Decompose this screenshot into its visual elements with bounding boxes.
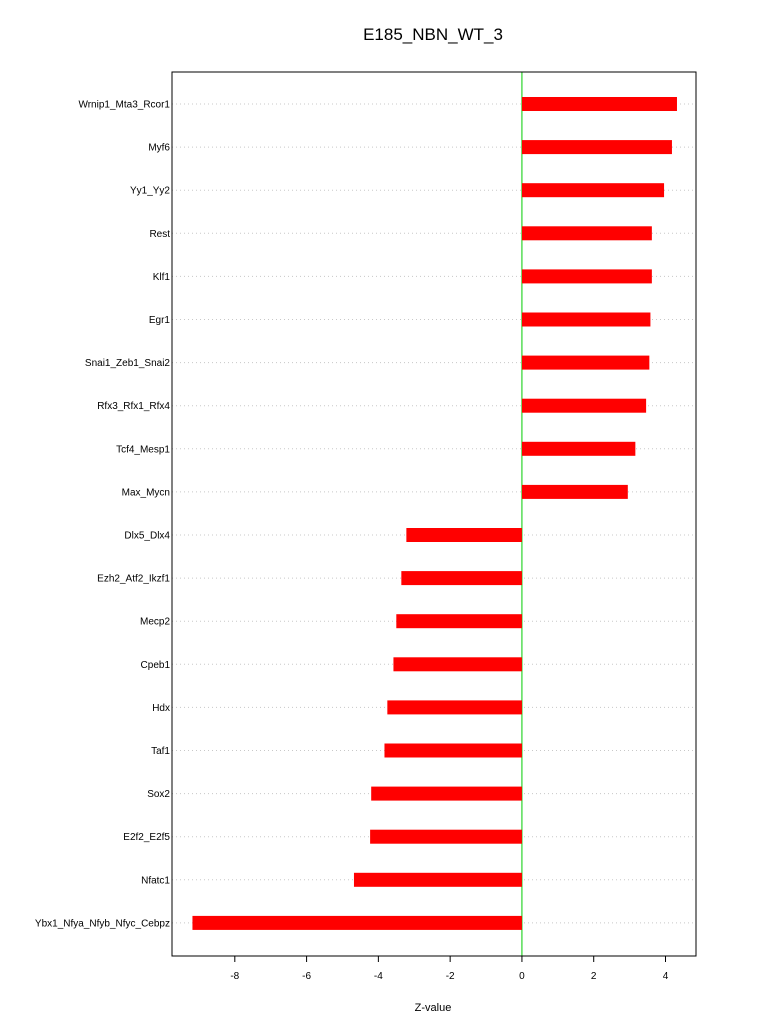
category-label: Egr1 [149,315,171,326]
x-tick-label: 4 [663,971,669,982]
bar-Ybx1_Nfya_Nfyb_Nfyc_Cebpz [192,915,522,930]
bar-Myf6 [521,140,672,155]
x-axis: -8 -6 -4 -2 0 2 4 [230,956,669,982]
bar-Nfatc1 [353,872,522,887]
bar-Hdx [387,700,522,715]
x-tick-label: -6 [302,971,311,982]
bar-Dlx5_Dlx4 [406,528,522,542]
chart-title: E185_NBN_WT_3 [363,25,503,44]
bar-Max_Mycn [521,484,628,499]
category-label: Rfx3_Rfx1_Rfx4 [97,401,170,412]
bar-Yy1_Yy2 [521,183,665,198]
plot-frame [171,71,697,957]
category-label: Myf6 [148,143,170,154]
category-label: Sox2 [147,789,170,800]
bar-Klf1 [521,269,652,284]
x-tick-label: 0 [519,971,525,982]
bar-Cpeb1 [393,657,522,672]
category-label: Taf1 [151,746,170,757]
bar-Mecp2 [396,614,522,629]
bar-Wrnip1_Mta3_Rcor1 [521,97,677,111]
category-label: Yy1_Yy2 [130,186,170,197]
category-label: Dlx5_Dlx4 [124,531,170,542]
category-labels: Wrnip1_Mta3_Rcor1 Myf6 Yy1_Yy2 Rest Klf1 Egr1… [35,100,171,930]
category-label: Nfatc1 [141,875,170,886]
category-label: Hdx [152,703,170,714]
bars [192,97,677,930]
x-tick-label: 2 [591,971,597,982]
bar-Egr1 [521,312,651,327]
category-label: Cpeb1 [141,660,171,671]
bar-E2f2_E2f5 [370,829,522,844]
bar-Snai1_Zeb1_Snai2 [521,355,650,370]
bar-Rest [521,226,652,241]
x-tick-label: -4 [374,971,383,982]
category-label: Wrnip1_Mta3_Rcor1 [78,100,170,111]
category-label: Tcf4_Mesp1 [116,444,170,455]
x-axis-label: Z-value [415,1002,452,1014]
category-label: Mecp2 [140,617,170,628]
category-label: E2f2_E2f5 [123,832,170,843]
category-label: Ezh2_Atf2_Ikzf1 [97,574,170,585]
category-label: Ybx1_Nfya_Nfyb_Nfyc_Cebpz [35,918,170,929]
category-label: Rest [149,229,170,240]
x-tick-label: -8 [230,971,239,982]
bar-Rfx3_Rfx1_Rfx4 [521,398,647,413]
category-label: Max_Mycn [122,487,170,498]
x-tick-label: -2 [446,971,455,982]
category-label: Klf1 [153,272,171,283]
bar-Tcf4_Mesp1 [521,441,636,456]
bar-Taf1 [384,743,522,758]
bar-Sox2 [371,786,522,801]
category-label: Snai1_Zeb1_Snai2 [85,358,171,369]
bar-Ezh2_Atf2_Ikzf1 [401,571,522,586]
